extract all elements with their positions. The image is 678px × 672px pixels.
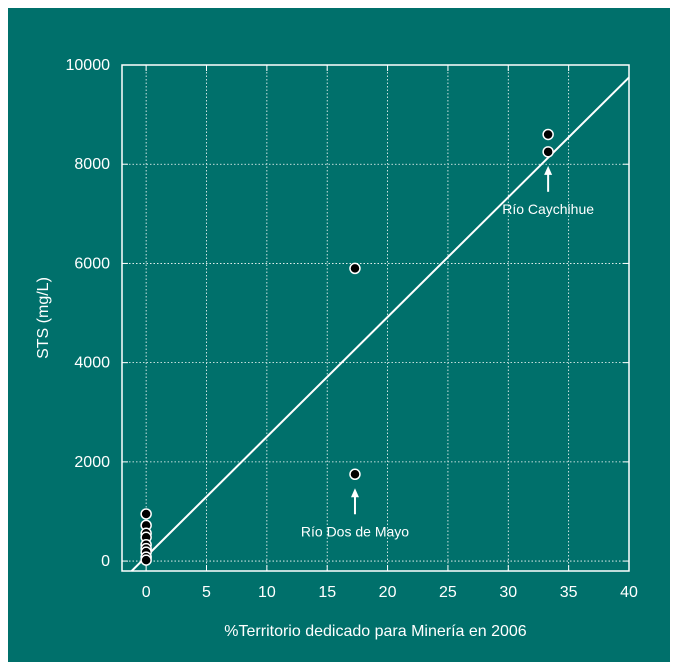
y-tick-label: 0 bbox=[101, 553, 110, 570]
chart-panel: 0 5 10 15 20 25 30 35 40 0 2000 4000 6000 8000 10000 R… bbox=[8, 8, 670, 662]
y-tick-label: 4000 bbox=[74, 355, 110, 372]
y-tick-label: 6000 bbox=[74, 255, 110, 272]
fit-line-group bbox=[130, 76, 630, 572]
x-tick-label: 40 bbox=[620, 584, 638, 601]
x-tick-label: 25 bbox=[439, 584, 457, 601]
y-tick-label: 10000 bbox=[66, 57, 111, 74]
x-tick-label: 35 bbox=[560, 584, 578, 601]
data-point bbox=[542, 146, 554, 158]
plot-frame bbox=[121, 64, 630, 572]
annotation-label: Río Caychihue bbox=[502, 201, 594, 217]
data-point bbox=[140, 554, 152, 566]
x-tick-label: 10 bbox=[258, 584, 276, 601]
fit-line bbox=[130, 76, 630, 572]
axis-ticks: 0 5 10 15 20 25 30 35 40 0 2000 4000 6000 8000 10000 bbox=[66, 57, 639, 601]
x-axis-label: %Territorio dedicado para Minería en 200… bbox=[224, 623, 527, 640]
data-point bbox=[542, 128, 554, 141]
y-tick-label: 2000 bbox=[74, 454, 110, 471]
annotations: Río Caychihue Río Dos de Mayo bbox=[301, 165, 594, 539]
data-point bbox=[140, 508, 152, 520]
data-point bbox=[349, 262, 361, 275]
annotation-arrow-head bbox=[544, 165, 553, 175]
x-tick-label: 30 bbox=[499, 584, 517, 601]
data-points bbox=[140, 128, 554, 566]
x-tick-label: 5 bbox=[202, 584, 211, 601]
scatter-chart: 0 5 10 15 20 25 30 35 40 0 2000 4000 6000 8000 10000 R… bbox=[35, 57, 639, 640]
data-point bbox=[349, 468, 361, 481]
x-tick-label: 20 bbox=[379, 584, 397, 601]
x-tick-label: 15 bbox=[318, 584, 336, 601]
grid bbox=[122, 64, 630, 571]
y-axis-label: STS (mg/L) bbox=[35, 277, 52, 359]
x-tick-label: 0 bbox=[142, 584, 151, 601]
y-tick-label: 8000 bbox=[74, 156, 110, 173]
annotation-label: Río Dos de Mayo bbox=[301, 523, 409, 539]
annotation-arrow-head bbox=[350, 488, 359, 498]
